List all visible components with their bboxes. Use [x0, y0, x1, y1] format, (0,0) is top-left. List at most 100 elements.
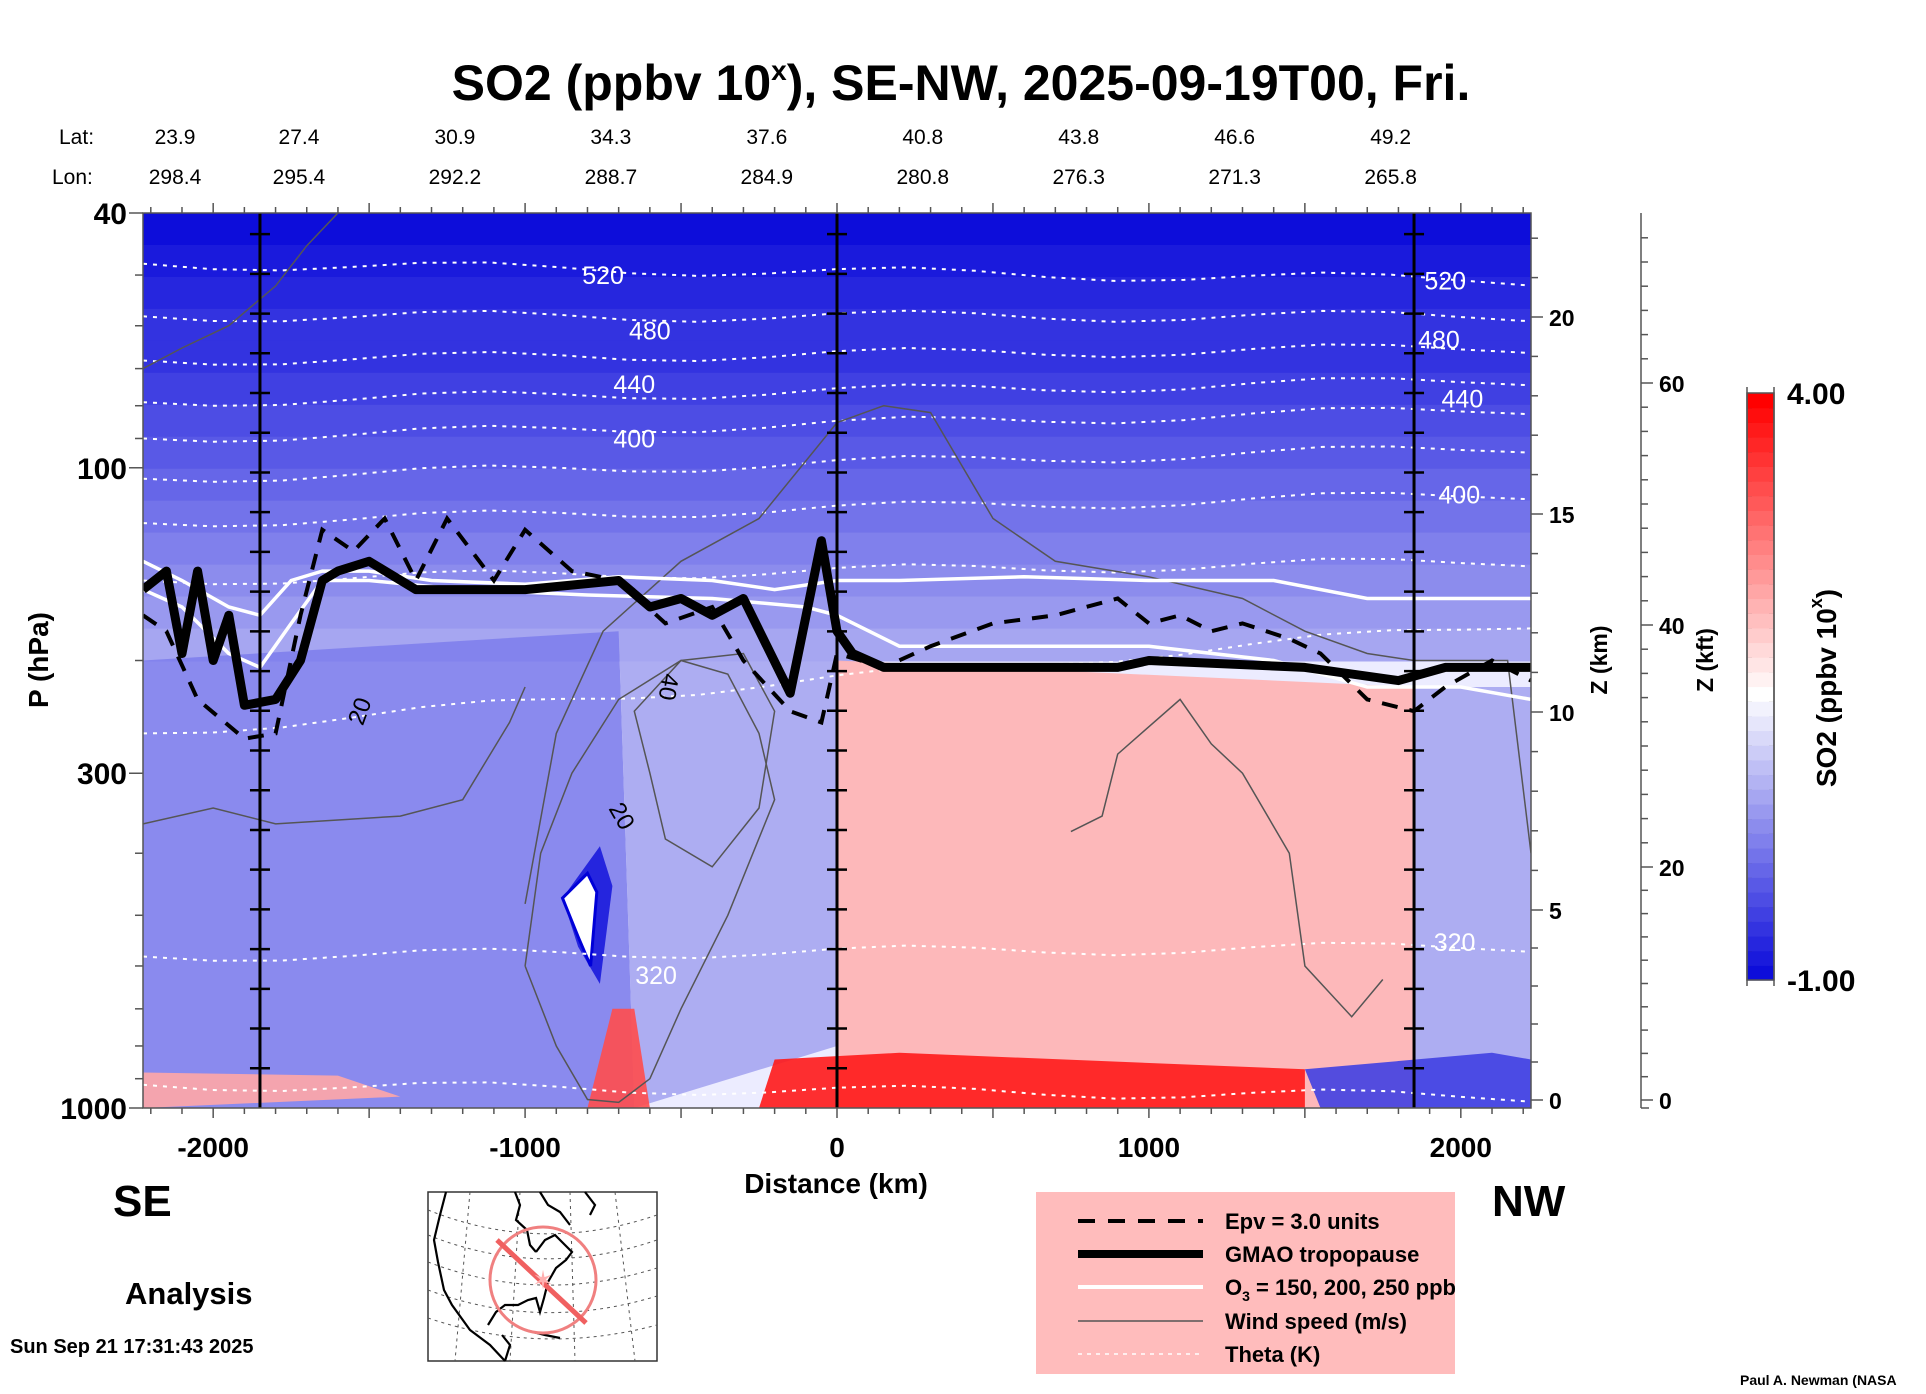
colorbar-label: SO2 (ppbv 10x)	[1806, 589, 1842, 787]
y-tick-label: 300	[77, 758, 127, 791]
lat-value: 40.8	[902, 126, 943, 149]
theta-label: 400	[613, 425, 655, 453]
colorbar-level	[1747, 627, 1774, 644]
lon-value: 280.8	[896, 166, 949, 189]
series-wind-line	[633, 652, 776, 868]
theta-contours	[143, 261, 1531, 1103]
vertical-markers	[249, 213, 1425, 1108]
colorbar-level	[1747, 759, 1774, 776]
y-tick-label: 100	[77, 453, 127, 486]
colorbar-level	[1747, 495, 1774, 511]
z-kft-tick-label: 40	[1659, 613, 1685, 639]
colorbar-level	[1747, 877, 1774, 893]
lat-lon-header: Lat: Lon: 23.9 298.4 27.4 295.4 30.9 292.2 34.…	[52, 126, 1417, 189]
field-region-surface-blue-right	[1304, 1052, 1531, 1108]
z-km-tick-label: 5	[1549, 898, 1562, 924]
z-km-tick-label: 15	[1549, 502, 1575, 528]
series-tropopause-line	[143, 536, 1531, 710]
theta-line	[143, 309, 1531, 323]
lon-value: 292.2	[429, 166, 482, 189]
colorbar-level	[1747, 466, 1774, 482]
theta-line	[143, 343, 1531, 366]
theta-line	[143, 377, 1531, 407]
colorbar	[1746, 387, 1775, 986]
theta-label: 440	[1442, 386, 1484, 414]
series-wind-line	[1070, 698, 1384, 1018]
colorbar-level	[1747, 539, 1774, 556]
field-region-trop-left-blue	[143, 631, 635, 1108]
field-region-surface-red-mid	[759, 1052, 1305, 1108]
lat-value: 27.4	[279, 126, 320, 149]
colorbar-level	[1747, 921, 1774, 937]
colorbar-level	[1747, 891, 1774, 908]
z-kft-tick-label: 60	[1659, 371, 1685, 397]
z-kft-tick-label: 20	[1659, 855, 1685, 881]
x-tick-label: 0	[829, 1132, 845, 1163]
colorbar-level	[1747, 833, 1774, 849]
y-tick-label: 40	[94, 198, 127, 231]
x-tick-label: 1000	[1118, 1132, 1180, 1163]
colorbar-level	[1747, 950, 1774, 966]
lon-value: 298.4	[149, 166, 202, 189]
legend-label-epv: Epv = 3.0 units	[1225, 1209, 1380, 1234]
section-range-circle	[488, 1225, 598, 1335]
x-tick-label: 2000	[1430, 1132, 1492, 1163]
lon-value: 271.3	[1208, 166, 1261, 189]
colorbar-level	[1747, 451, 1774, 467]
map-coastlines	[432, 1191, 597, 1362]
legend-label-theta: Theta (K)	[1225, 1342, 1320, 1367]
z-km-tick-label: 20	[1549, 305, 1575, 331]
lon-value: 295.4	[273, 166, 326, 189]
analysis-label: Analysis	[125, 1276, 253, 1311]
x-axis: -2000 -1000 0 1000 2000	[150, 203, 1524, 1163]
theta-line	[143, 627, 1531, 735]
colorbar-level	[1747, 642, 1774, 658]
colorbar-level	[1747, 818, 1774, 834]
section-center-star-icon: ✶	[532, 1265, 554, 1295]
y-axis-label: P (hPa)	[23, 612, 54, 708]
colorbar-level	[1747, 510, 1774, 526]
field-region-trop-right-pink	[837, 660, 1414, 1108]
series-epv-line	[143, 514, 1531, 741]
series-wind-line	[524, 659, 776, 1104]
lon-value: 288.7	[585, 166, 638, 189]
theta-label: 320	[1434, 929, 1476, 957]
colorbar-level	[1747, 671, 1774, 688]
colorbar-level	[1747, 862, 1774, 878]
theta-line	[143, 1081, 1531, 1103]
locator-map-inset: ✶	[427, 1191, 658, 1362]
colorbar-level	[1747, 715, 1774, 732]
lat-value: 46.6	[1214, 126, 1255, 149]
lat-value: 49.2	[1370, 126, 1411, 149]
field-region-trop-mid-pale	[618, 631, 837, 1108]
colorbar-level	[1747, 613, 1774, 629]
colorbar-level	[1747, 935, 1774, 952]
colorbar-level	[1747, 657, 1774, 673]
field-region-surface-red-left	[143, 1072, 401, 1108]
legend: Epv = 3.0 units GMAO tropopause O3 = 150…	[1036, 1192, 1456, 1374]
legend-background	[1036, 1192, 1455, 1374]
legend-label-ozone: O3 = 150, 200, 250 ppb	[1225, 1275, 1456, 1304]
colorbar-level	[1747, 745, 1774, 761]
z-km-tick-label: 0	[1549, 1088, 1562, 1114]
colorbar-level	[1747, 803, 1774, 820]
colorbar-level	[1747, 701, 1774, 717]
z-km-tick-label: 10	[1549, 700, 1575, 726]
theta-label: 520	[1424, 268, 1466, 296]
lon-value: 276.3	[1052, 166, 1105, 189]
theta-label: 480	[629, 317, 671, 345]
wind-speed-label: 40	[652, 671, 683, 702]
theta-line	[143, 557, 1531, 586]
colorbar-level	[1747, 686, 1774, 702]
series-wind-line	[143, 213, 339, 370]
theta-label: 400	[1438, 481, 1480, 509]
lon-value: 284.9	[741, 166, 794, 189]
theta-line	[143, 445, 1531, 483]
credit-label: Paul A. Newman (NASA	[1740, 1372, 1897, 1388]
theta-label: 480	[1418, 326, 1460, 354]
direction-se-label: SE	[113, 1177, 172, 1226]
x-axis-label: Distance (km)	[744, 1168, 928, 1199]
lon-value: 265.8	[1364, 166, 1417, 189]
theta-line	[143, 261, 1531, 287]
